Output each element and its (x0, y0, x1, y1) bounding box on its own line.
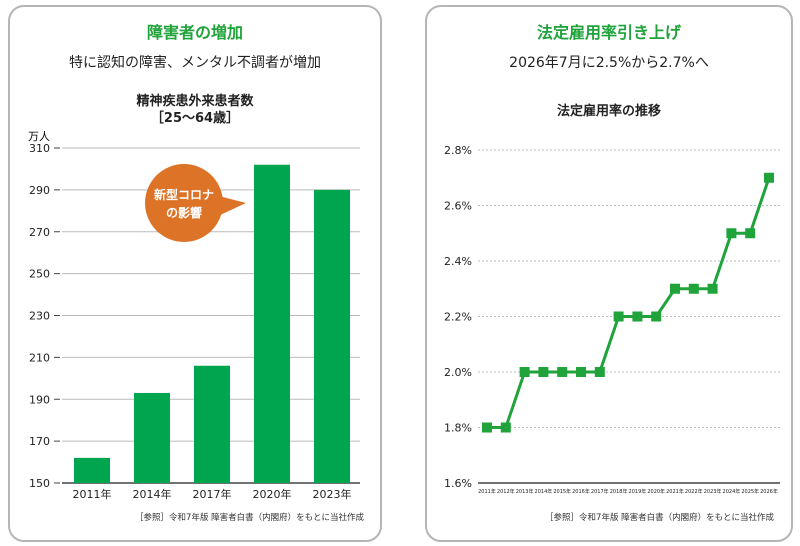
y-tick-label: 230 (29, 310, 50, 323)
x-tick-label: 2017年 (591, 488, 609, 495)
x-tick-label: 2024年 (723, 488, 741, 495)
data-point-2012年 (500, 422, 511, 433)
y-tick-label: 1.8% (444, 422, 472, 435)
bar-2020年 (254, 164, 290, 483)
callout-text: の影響 (166, 205, 202, 220)
right-chart-title: 法定雇用率の推移 (556, 104, 661, 119)
right-subheading: 2026年7月に2.5%から2.7%へ (509, 55, 709, 71)
x-tick-label: 2018年 (610, 488, 628, 495)
bar-2017年 (194, 365, 230, 483)
x-tick-label: 2017年 (193, 487, 232, 501)
y-tick-label: 2.4% (444, 255, 472, 268)
x-tick-label: 2020年 (253, 487, 292, 501)
data-point-2013年 (519, 367, 530, 377)
x-tick-label: 2014年 (535, 488, 553, 495)
x-tick-label: 2022年 (685, 488, 703, 495)
x-tick-label: 2015年 (553, 488, 571, 495)
y-tick-label: 190 (29, 393, 50, 406)
left-source: ［参照］令和7年版 障害者白書（内閣府）をもとに当社作成 (135, 513, 364, 523)
data-point-2022年 (688, 283, 699, 294)
data-point-2023年 (707, 283, 718, 294)
callout-bubble (145, 164, 223, 242)
x-tick-label: 2021年 (666, 488, 684, 495)
y-tick-label: 2.2% (444, 311, 472, 324)
y-tick-label: 210 (29, 351, 50, 364)
series-line (487, 177, 771, 429)
x-tick-label: 2016年 (572, 488, 590, 495)
left-subheading: 特に認知の障害、メンタル不調者が増加 (69, 55, 321, 71)
x-tick-label: 2023年 (313, 487, 352, 501)
data-point-2011年 (482, 422, 492, 433)
data-point-2020年 (651, 311, 662, 322)
x-tick-label: 2025年 (741, 488, 759, 495)
data-point-2024年 (726, 228, 737, 239)
y-tick-label: 1.6% (444, 477, 472, 490)
data-point-2016年 (576, 367, 586, 377)
y-tick-label: 290 (29, 184, 50, 197)
right-card (425, 5, 793, 542)
x-tick-label: 2026年 (760, 488, 778, 495)
x-tick-label: 2023年 (704, 488, 722, 495)
data-point-2019年 (632, 311, 643, 322)
left-chart-title: 精神疾患外来患者数 (136, 94, 254, 109)
x-tick-label: 2019年 (629, 488, 647, 495)
data-point-2015年 (557, 367, 568, 377)
data-point-2014年 (538, 367, 549, 377)
y-unit-label: 万人 (28, 130, 50, 143)
callout-text: 新型コロナ (154, 187, 214, 202)
data-point-2017年 (594, 367, 605, 377)
bar-2014年 (134, 392, 170, 483)
y-tick-label: 170 (29, 435, 50, 448)
x-tick-label: 2012年 (497, 488, 515, 495)
y-tick-label: 250 (29, 268, 50, 281)
x-tick-label: 2014年 (133, 487, 172, 501)
right-source: ［参照］令和7年版 障害者白書（内閣府）をもとに当社作成 (545, 513, 774, 523)
data-point-2026年 (764, 172, 774, 183)
data-point-2018年 (613, 311, 624, 322)
data-point-2025年 (745, 228, 756, 239)
left-heading: 障害者の増加 (146, 23, 243, 42)
y-tick-label: 310 (29, 142, 50, 155)
x-tick-label: 2013年 (516, 488, 534, 495)
y-tick-label: 2.6% (444, 200, 472, 213)
y-tick-label: 2.8% (444, 144, 472, 157)
bar-2023年 (314, 189, 350, 483)
data-point-2021年 (670, 283, 680, 294)
y-tick-label: 150 (29, 477, 50, 490)
x-tick-label: 2011年 (73, 487, 112, 501)
x-tick-label: 2011年 (478, 488, 496, 495)
left-chart-subtitle: ［25～64歳］ (150, 111, 240, 126)
x-tick-label: 2020年 (647, 488, 665, 495)
y-tick-label: 2.0% (444, 366, 472, 379)
bar-2011年 (74, 457, 110, 483)
y-tick-label: 270 (29, 226, 50, 239)
right-heading: 法定雇用率引き上げ (536, 23, 681, 42)
